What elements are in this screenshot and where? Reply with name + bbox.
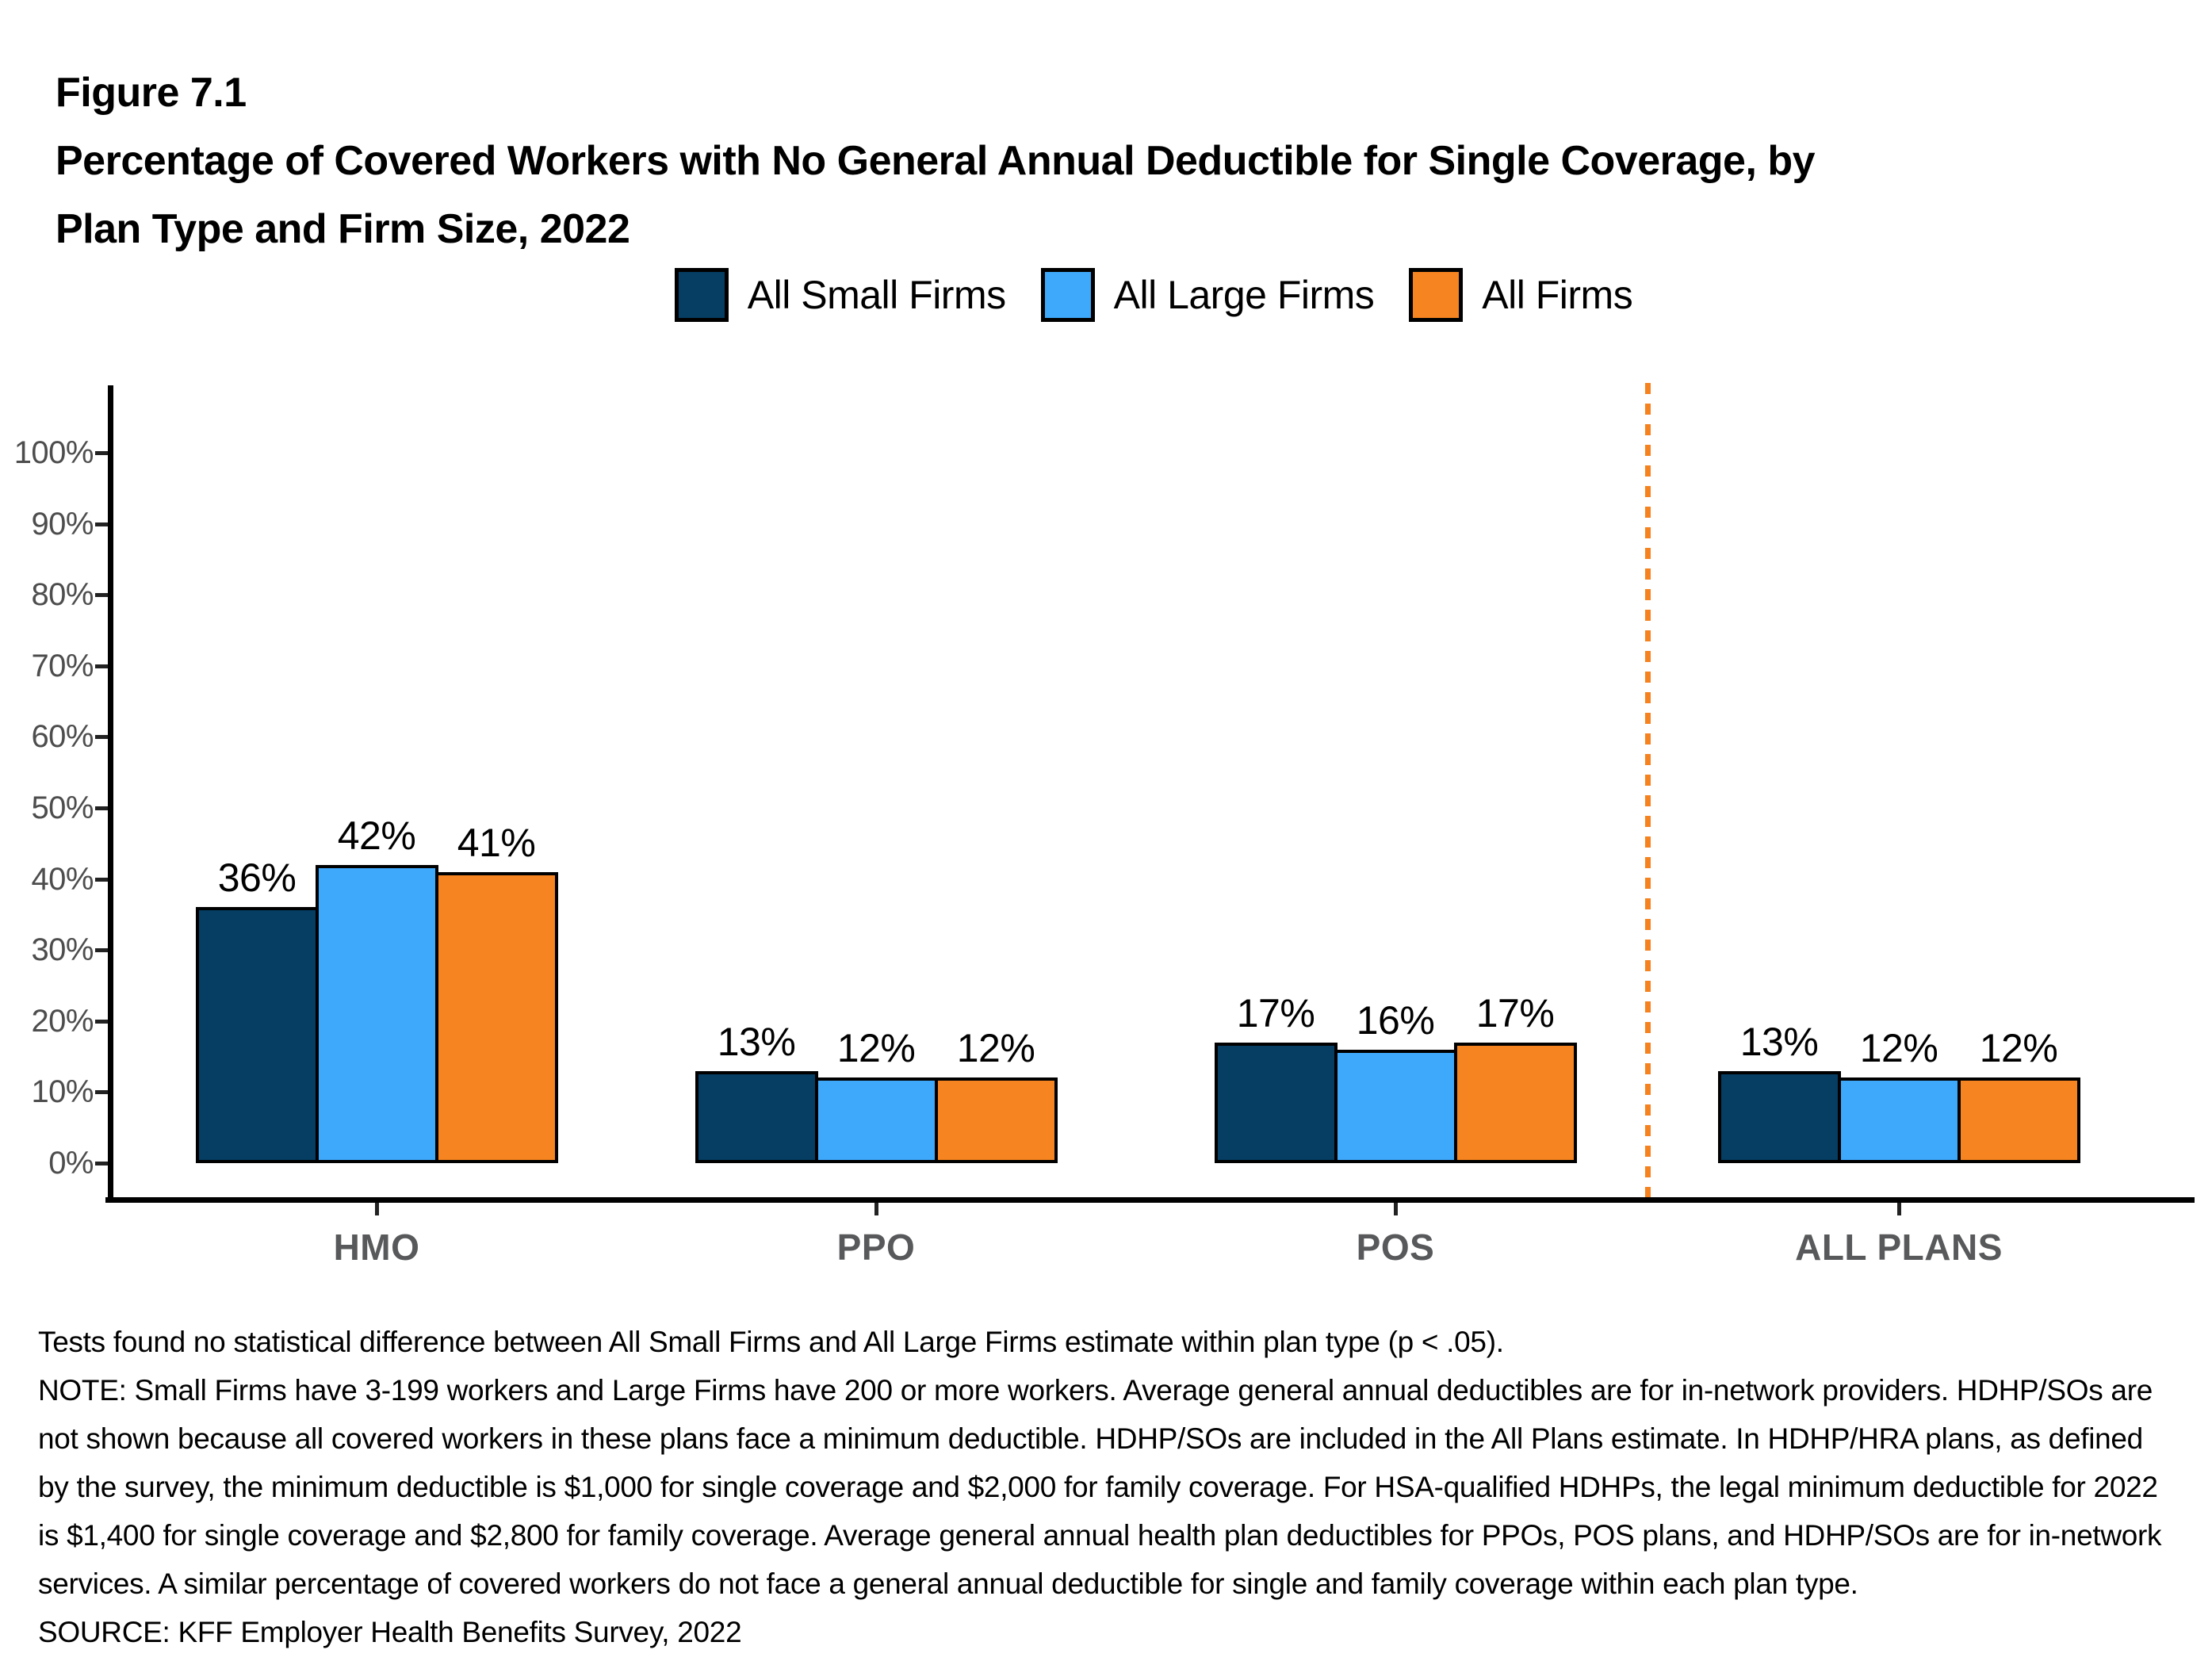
bar-pos-0 xyxy=(1214,1043,1338,1163)
notes-block: Tests found no statistical difference be… xyxy=(38,1318,2179,1656)
y-axis-tick-label: 10% xyxy=(31,1074,94,1110)
bar-value-label: 17% xyxy=(1475,991,1555,1035)
bar-ppo-2 xyxy=(934,1077,1058,1163)
y-axis-tick xyxy=(95,1019,108,1024)
bar-ppo-1 xyxy=(814,1077,938,1163)
y-axis-tick xyxy=(95,1162,108,1166)
bar-hmo-2 xyxy=(434,872,558,1163)
legend-swatch-icon xyxy=(1409,268,1464,322)
figure-title-line-1: Percentage of Covered Workers with No Ge… xyxy=(55,138,1816,184)
category-label-hmo: HMO xyxy=(333,1227,420,1268)
x-axis-tick xyxy=(1897,1203,1901,1215)
bar-value-label: 13% xyxy=(717,1020,796,1064)
note-text: NOTE: Small Firms have 3-199 workers and… xyxy=(38,1374,2162,1600)
bar-value-label: 12% xyxy=(1979,1026,2058,1070)
y-axis-tick-label: 30% xyxy=(31,932,94,968)
bar-value-label: 12% xyxy=(836,1026,916,1070)
category-label-all-plans: ALL PLANS xyxy=(1795,1227,2003,1268)
bar-value-label: 12% xyxy=(1859,1026,1938,1070)
bar-pos-1 xyxy=(1334,1050,1457,1163)
title-block: Figure 7.1 Percentage of Covered Workers… xyxy=(55,59,2164,263)
bar-pos-2 xyxy=(1453,1043,1577,1163)
legend-item-0: All Small Firms xyxy=(674,268,1006,322)
y-axis-tick xyxy=(95,522,108,526)
legend-swatch-icon xyxy=(1040,268,1095,322)
x-axis-line xyxy=(105,1197,2195,1203)
y-axis-tick-label: 100% xyxy=(13,435,94,470)
y-axis-tick xyxy=(95,735,108,740)
bar-value-label: 42% xyxy=(337,813,416,858)
y-axis-tick xyxy=(95,451,108,455)
bar-value-label: 13% xyxy=(1739,1020,1819,1064)
bar-all-plans-1 xyxy=(1837,1077,1961,1163)
y-axis-tick xyxy=(95,806,108,810)
bar-value-label: 17% xyxy=(1236,991,1315,1035)
bar-hmo-0 xyxy=(195,907,319,1163)
figure-title-line-2: Plan Type and Firm Size, 2022 xyxy=(55,206,630,252)
y-axis-tick-label: 70% xyxy=(31,648,94,683)
y-axis-tick xyxy=(95,593,108,598)
category-label-pos: POS xyxy=(1356,1227,1435,1268)
legend-swatch-icon xyxy=(674,268,729,322)
legend-item-1: All Large Firms xyxy=(1040,268,1375,322)
y-axis-tick xyxy=(95,948,108,953)
legend-label: All Firms xyxy=(1482,273,1633,317)
x-axis-tick xyxy=(874,1203,878,1215)
y-axis-tick-label: 20% xyxy=(31,1003,94,1039)
y-axis-tick xyxy=(95,877,108,882)
y-axis-tick-label: 90% xyxy=(31,506,94,542)
legend: All Small Firms All Large Firms All Firms xyxy=(111,268,2196,322)
bar-hmo-1 xyxy=(315,865,438,1163)
y-axis-tick xyxy=(95,1090,108,1095)
plan-type-separator-dashed-line xyxy=(1645,383,1651,1197)
y-axis-tick-label: 80% xyxy=(31,577,94,613)
source-text: SOURCE: KFF Employer Health Benefits Sur… xyxy=(38,1616,742,1648)
bar-ppo-0 xyxy=(695,1071,818,1163)
legend-item-2: All Firms xyxy=(1409,268,1633,322)
y-axis-tick-label: 50% xyxy=(31,790,94,825)
y-axis-line xyxy=(108,385,113,1203)
y-axis-tick-label: 60% xyxy=(31,719,94,755)
legend-label: All Large Firms xyxy=(1113,273,1375,317)
bar-value-label: 16% xyxy=(1356,998,1435,1043)
bar-value-label: 41% xyxy=(457,821,536,865)
legend-label: All Small Firms xyxy=(747,273,1006,317)
category-label-ppo: PPO xyxy=(836,1227,916,1268)
figure-number: Figure 7.1 xyxy=(55,70,247,116)
bar-value-label: 12% xyxy=(956,1026,1035,1070)
bar-value-label: 36% xyxy=(217,855,297,900)
bar-all-plans-2 xyxy=(1957,1077,2080,1163)
y-axis-tick-label: 0% xyxy=(48,1146,94,1181)
x-axis-tick xyxy=(1394,1203,1398,1215)
x-axis-tick xyxy=(375,1203,379,1215)
bar-all-plans-0 xyxy=(1717,1071,1841,1163)
y-axis-tick-label: 40% xyxy=(31,861,94,897)
y-axis-tick xyxy=(95,664,108,668)
statistical-note: Tests found no statistical difference be… xyxy=(38,1326,1504,1358)
